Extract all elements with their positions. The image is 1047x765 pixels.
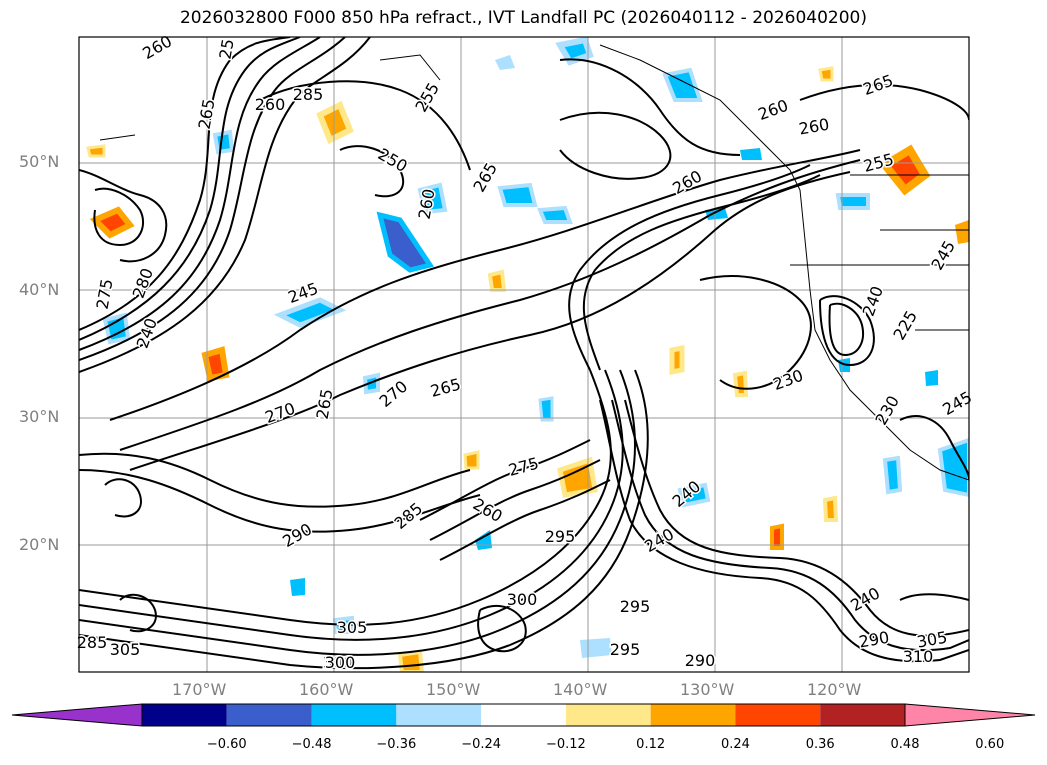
contour-label: 285 [293,85,324,104]
contour-label: 285 [77,633,108,652]
lat-label-40: 40°N [19,280,60,299]
lon-label-170w: 170°W [172,680,227,699]
contour-label: 305 [110,640,141,659]
colorbar-extend-low [11,703,143,727]
colorbar-tick-label: 0.24 [720,737,750,752]
colorbar-frame [141,703,906,727]
colorbar-bin [226,704,312,726]
lon-label-120w: 120°W [807,680,862,699]
contour-label: 300 [323,653,354,672]
contour-label: 310 [903,647,934,666]
contour-label: 300 [325,653,356,672]
lat-label-30: 30°N [19,407,60,426]
colorbar-bin [735,704,821,726]
colorbar-tick-label: −0.24 [461,737,502,752]
colorbar-bin [820,704,905,726]
lon-label-150w: 150°W [426,680,481,699]
colorbar-bin [481,704,566,726]
map-frame [78,36,970,673]
contour-label: 305 [337,618,368,637]
colorbar [11,703,1036,727]
colorbar-bin [311,704,397,726]
shaded-anomalies [86,37,969,672]
colorbar-bin [565,704,651,726]
colorbar-tick-label: −0.12 [545,737,586,752]
lon-label-140w: 140°W [553,680,608,699]
colorbar-bin [650,704,736,726]
contour-label: 295 [610,640,641,659]
lat-label-20: 20°N [19,535,60,554]
lon-label-160w: 160°W [299,680,354,699]
graticule [79,37,969,672]
figure-title: 2026032800 F000 850 hPa refract., IVT La… [179,8,867,28]
contour-label: 295 [545,527,576,546]
contour-label: 25 [215,37,237,60]
lon-label-130w: 130°W [680,680,735,699]
colorbar-tick-label: 0.48 [890,737,920,752]
refractivity-contours [79,37,969,670]
colorbar-extend-high [904,703,1036,727]
colorbar-tick-label: −0.36 [376,737,417,752]
colorbar-tick-label: 0.12 [636,737,666,752]
colorbar-tick-label: −0.60 [206,737,247,752]
lat-label-50: 50°N [19,152,60,171]
contour-label: 290 [685,651,716,670]
contour-label: 295 [620,597,651,616]
contour-label: 260 [255,95,286,114]
coastlines [99,44,969,481]
colorbar-tick-label: 0.36 [805,737,835,752]
colorbar-bin [396,704,482,726]
colorbar-bin [142,704,227,726]
contour-label: 300 [507,590,538,609]
colorbar-tick-label: 0.60 [975,737,1005,752]
colorbar-tick-label: −0.48 [291,737,332,752]
